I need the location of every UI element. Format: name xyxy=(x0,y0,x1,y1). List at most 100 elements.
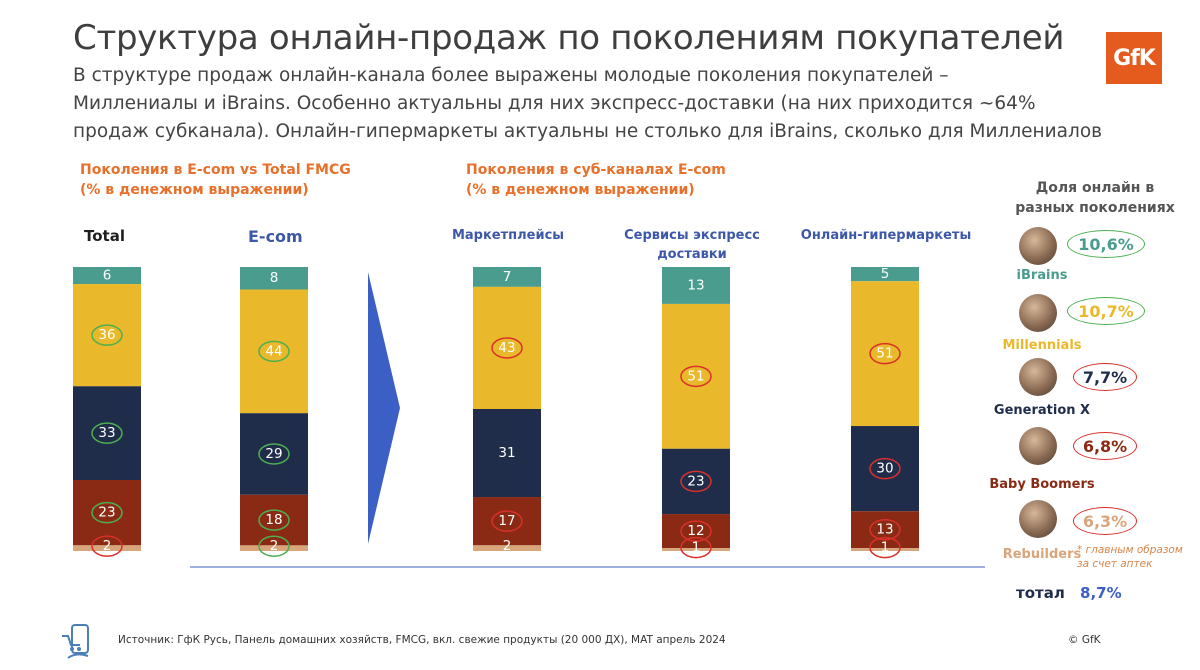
generation-name: Baby Boomers xyxy=(989,477,1095,492)
col-label-ecom: E-com xyxy=(248,227,303,246)
bar-segment-rebuilders xyxy=(240,545,308,551)
highlight-oval-red xyxy=(91,535,123,557)
bar-segment-generation-x xyxy=(73,386,141,480)
footnote: * главным образом за счет аптек xyxy=(1077,543,1183,571)
share-value: 6,3% xyxy=(1082,511,1128,531)
online-share-heading: Доля онлайн в разных поколениях xyxy=(1000,178,1190,218)
data-label: 2 xyxy=(503,538,512,554)
data-label: 44 xyxy=(265,343,282,359)
arrow-shape xyxy=(368,272,400,544)
left-section-title-line-2: (% в денежном выражении) xyxy=(80,182,309,198)
bar-segment-rebuilders xyxy=(851,548,919,551)
data-label: 31 xyxy=(498,445,515,461)
stacked-bar-chart: 6363323284429182743311721351231215513013… xyxy=(73,266,985,568)
copyright: © GfK xyxy=(1068,634,1101,646)
data-label: 5 xyxy=(881,266,890,282)
highlight-oval-red xyxy=(869,457,901,480)
generation-name: Millennials xyxy=(1002,338,1082,353)
data-label: 29 xyxy=(265,446,282,462)
online-total-label: тотал xyxy=(1016,584,1065,602)
highlight-oval-red xyxy=(680,536,712,559)
share-value: 10,6% xyxy=(1078,234,1134,254)
share-oval: 7,7% xyxy=(1073,363,1137,391)
generation-name: Rebuilders xyxy=(1002,547,1082,562)
bar-segment-millennials xyxy=(851,281,919,427)
col-label-express-line-1: Сервисы экспресс xyxy=(624,228,760,243)
data-label: 12 xyxy=(687,523,704,539)
share-oval: 10,7% xyxy=(1067,297,1145,325)
col-label-express-line-2: доставки xyxy=(657,247,727,262)
highlight-oval-green xyxy=(91,501,123,524)
bar-segment-baby-boomers xyxy=(240,494,308,546)
data-label: 8 xyxy=(270,270,279,286)
left-section-title-line-1: Поколения в E-com vs Total FMCG xyxy=(80,162,351,178)
subtitle-line-2: Миллениалы и iBrains. Особенно актуальны… xyxy=(73,93,1036,114)
mid-section-title: Поколения в суб-каналах E-com (% в денеж… xyxy=(466,160,726,200)
bar-segment-baby-boomers xyxy=(662,514,730,549)
phone-cart-icon xyxy=(62,624,89,659)
data-label: 33 xyxy=(98,425,115,441)
col-label-express: Сервисы экспресс доставки xyxy=(612,226,772,264)
source-note: Источник: ГфК Русь, Панель домашних хозя… xyxy=(118,634,726,646)
highlight-oval-red xyxy=(869,536,901,559)
bar-segment-generation-x xyxy=(473,409,541,498)
bar-segment-ibrains xyxy=(851,267,919,282)
highlight-oval-red xyxy=(491,510,523,532)
data-label: 51 xyxy=(687,368,704,384)
bar-segment-baby-boomers xyxy=(473,497,541,546)
footnote-line-2: за счет аптек xyxy=(1077,558,1153,570)
share-oval: 6,3% xyxy=(1073,507,1137,535)
bar-segment-generation-x xyxy=(240,413,308,495)
online-total-value: 8,7% xyxy=(1080,584,1122,602)
highlight-oval-red xyxy=(869,342,901,365)
highlight-oval-red xyxy=(491,337,523,359)
data-label: 13 xyxy=(687,277,704,293)
bar-segment-rebuilders xyxy=(473,545,541,551)
online-total: тотал 8,7% xyxy=(1016,584,1122,602)
subtitle-line-3: продаж субканала). Онлайн-гипермаркеты а… xyxy=(73,121,1103,142)
share-value: 6,8% xyxy=(1082,436,1128,456)
data-label: 36 xyxy=(98,327,115,343)
bar-segment-millennials xyxy=(73,284,141,387)
genx-photo-icon xyxy=(1019,358,1057,396)
bar-segment-generation-x xyxy=(662,448,730,515)
bar-segment-baby-boomers xyxy=(851,511,919,549)
share-oval: 10,6% xyxy=(1067,230,1145,258)
highlight-oval-red xyxy=(680,470,712,493)
share-value: 7,7% xyxy=(1082,367,1128,387)
generation-name: iBrains xyxy=(1016,268,1068,283)
highlight-oval-green xyxy=(91,422,123,444)
bar-segment-ibrains xyxy=(73,267,141,285)
data-label: 1 xyxy=(692,540,701,556)
boomers-photo-icon xyxy=(1019,427,1057,465)
data-label: 7 xyxy=(503,269,512,285)
highlight-oval-green xyxy=(258,535,290,557)
footnote-line-1: * главным образом xyxy=(1077,544,1183,556)
page-title: Структура онлайн-продаж по поколениям по… xyxy=(73,18,1065,58)
bar-segment-ibrains xyxy=(473,267,541,287)
bar-segment-baby-boomers xyxy=(73,480,141,546)
left-section-title: Поколения в E-com vs Total FMCG (% в ден… xyxy=(80,160,351,200)
col-label-hyper: Онлайн-гипермаркеты xyxy=(800,228,972,243)
bar-segment-generation-x xyxy=(851,426,919,512)
data-label: 51 xyxy=(876,346,893,362)
highlight-oval-green xyxy=(258,509,290,531)
data-label: 2 xyxy=(270,538,279,554)
mid-section-title-line-1: Поколения в суб-каналах E-com xyxy=(466,162,726,178)
gfk-logo: GfK xyxy=(1106,32,1162,84)
bar-segment-ibrains xyxy=(662,267,730,304)
data-label: 18 xyxy=(265,512,282,528)
data-label: 13 xyxy=(876,522,893,538)
bar-segment-ibrains xyxy=(240,267,308,290)
generation-name: Generation X xyxy=(993,403,1091,418)
data-label: 6 xyxy=(103,268,112,284)
highlight-oval-red xyxy=(869,518,901,541)
share-oval: 6,8% xyxy=(1073,432,1137,460)
highlight-oval-green xyxy=(258,340,290,363)
subtitle-line-1: В структуре продаж онлайн-канала более в… xyxy=(73,65,949,86)
bar-segment-millennials xyxy=(240,289,308,414)
ibrains-photo-icon xyxy=(1019,227,1057,265)
online-share-heading-line-1: Доля онлайн в xyxy=(1035,180,1155,196)
bar-segment-rebuilders xyxy=(73,545,141,551)
data-label: 30 xyxy=(876,461,893,477)
